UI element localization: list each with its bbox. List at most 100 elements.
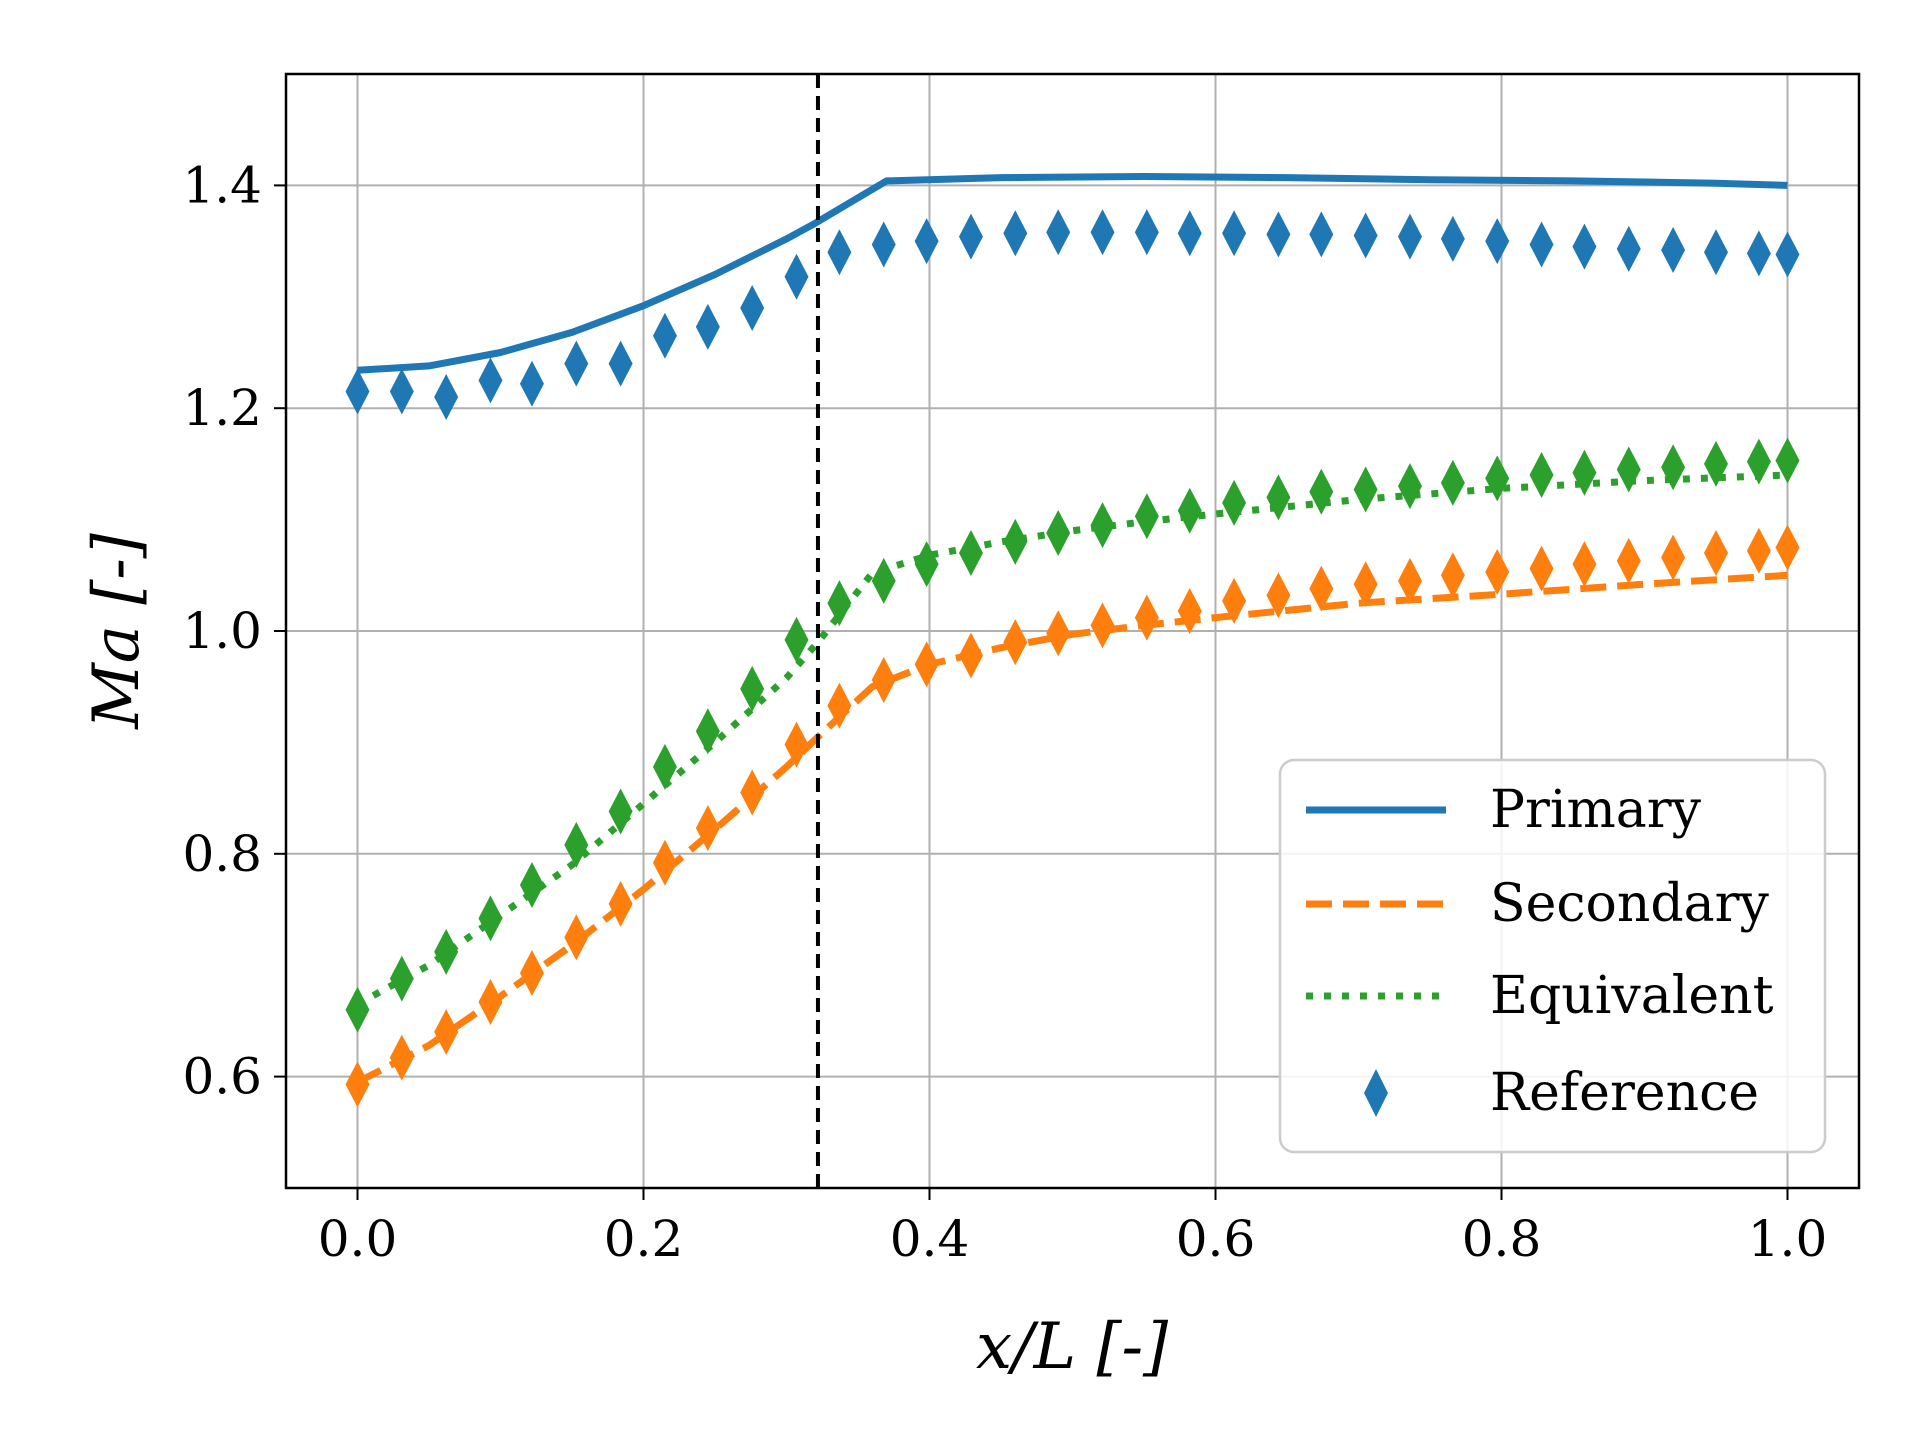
reference-equivalent-marker: [1746, 438, 1771, 485]
reference-marker: [1440, 215, 1465, 262]
reference-secondary-marker: [1003, 619, 1028, 666]
reference-equivalent-marker: [1003, 518, 1028, 565]
reference-secondary-marker: [1090, 602, 1115, 649]
reference-marker: [784, 253, 809, 300]
reference-marker: [1704, 229, 1728, 276]
legend-label-reference: Reference: [1490, 1063, 1759, 1123]
reference-marker: [434, 374, 459, 421]
reference-secondary-marker: [608, 880, 633, 927]
reference-secondary-marker: [1775, 524, 1800, 571]
reference-equivalent-marker: [1090, 502, 1115, 549]
reference-marker: [1661, 227, 1686, 274]
reference-equivalent-marker: [608, 788, 633, 835]
reference-marker: [478, 357, 503, 404]
y-tick-label: 0.6: [182, 1048, 262, 1106]
reference-marker: [1046, 209, 1071, 256]
reference-secondary-marker: [914, 641, 939, 688]
series-line-equivalent: [355, 471, 1788, 1008]
reference-secondary-marker: [740, 769, 765, 816]
reference-marker: [1177, 210, 1202, 257]
legend-label-primary: Primary: [1490, 780, 1702, 840]
series-line-secondary: [355, 571, 1788, 1086]
reference-secondary-marker: [1440, 552, 1465, 599]
reference-secondary-marker: [389, 1034, 414, 1081]
reference-equivalent-marker: [652, 743, 677, 790]
reference-marker: [1529, 221, 1554, 268]
reference-marker: [1003, 210, 1028, 257]
reference-secondary-marker: [1746, 527, 1771, 574]
reference-equivalent-marker: [1046, 509, 1071, 556]
x-tick-label: 0.6: [1176, 1210, 1256, 1268]
legend-label-secondary: Secondary: [1490, 874, 1769, 934]
reference-marker: [1222, 210, 1247, 257]
reference-secondary-marker: [871, 657, 896, 704]
x-tick-label: 0.4: [890, 1210, 970, 1268]
reference-secondary-marker: [827, 682, 852, 729]
grid: [286, 74, 1859, 1188]
reference-secondary-marker: [519, 949, 544, 996]
x-tick-label: 0.2: [604, 1210, 684, 1268]
reference-equivalent-marker: [1177, 487, 1202, 534]
reference-secondary-marker: [652, 839, 677, 886]
reference-equivalent-marker: [695, 708, 720, 755]
x-tick-label: 1.0: [1748, 1210, 1828, 1268]
reference-marker: [1309, 211, 1334, 258]
x-tick-label: 0.0: [318, 1210, 398, 1268]
ticks: 0.0 0.2 0.4 0.6 0.8 1.0 0.6 0.8 1.0 1.2 1.4: [182, 156, 1827, 1268]
y-tick-label: 1.4: [182, 156, 262, 214]
reference-secondary-marker: [1266, 572, 1291, 619]
reference-equivalent-marker: [478, 895, 503, 942]
reference-marker: [1397, 213, 1422, 260]
reference-secondary-marker: [1704, 530, 1728, 577]
reference-marker: [871, 221, 896, 268]
reference-equivalent-marker: [1529, 452, 1554, 499]
reference-marker: [564, 340, 589, 387]
y-tick-label: 1.2: [182, 379, 262, 437]
reference-equivalent-marker: [1309, 468, 1334, 515]
reference-equivalent-marker: [519, 861, 544, 908]
reference-secondary-marker: [1222, 577, 1247, 624]
reference-equivalent-marker: [1134, 493, 1159, 540]
reference-secondary-marker: [784, 721, 809, 768]
reference-equivalent-marker: [1353, 466, 1378, 513]
reference-marker: [652, 312, 677, 359]
legend-box: [1278, 758, 1827, 1154]
reference-marker: [827, 229, 852, 276]
reference-equivalent-marker: [914, 541, 939, 588]
reference-marker: [1775, 231, 1800, 278]
series-line-primary: [357, 173, 1788, 374]
reference-marker: [519, 360, 544, 407]
reference-secondary-marker: [1529, 545, 1554, 592]
y-tick-label: 1.0: [182, 602, 262, 660]
reference-marker: [389, 368, 414, 415]
reference-equivalent-marker: [1440, 459, 1465, 506]
legend-label-equivalent: Equivalent: [1490, 966, 1774, 1026]
reference-marker: [1746, 230, 1771, 277]
reference-equivalent-marker: [389, 955, 414, 1002]
reference-equivalent-marker: [1704, 440, 1728, 487]
reference-secondary-marker: [1046, 610, 1071, 657]
reference-marker: [1090, 209, 1115, 256]
reference-secondary-marker: [1572, 541, 1597, 588]
reference-secondary-marker: [564, 914, 589, 961]
reference-equivalent-marker: [1266, 474, 1291, 521]
reference-secondary-marker: [1177, 587, 1202, 634]
reference-equivalent-marker: [345, 986, 370, 1033]
reference-equivalent-marker: [1485, 455, 1510, 502]
series-layer: [345, 74, 1800, 1188]
reference-marker: [695, 303, 720, 350]
reference-equivalent-marker: [1616, 446, 1641, 493]
reference-marker: [1353, 212, 1378, 259]
reference-equivalent-marker: [1775, 437, 1800, 484]
reference-secondary-marker: [345, 1061, 370, 1108]
reference-secondary-marker: [1353, 561, 1378, 608]
reference-secondary-marker: [478, 978, 503, 1025]
legend-swatch-reference: [1364, 1069, 1388, 1117]
reference-marker: [1134, 209, 1159, 256]
reference-secondary-marker: [1661, 534, 1686, 581]
reference-equivalent-marker: [1222, 479, 1247, 526]
reference-secondary-marker: [958, 632, 983, 679]
reference-secondary-marker: [1397, 557, 1422, 604]
